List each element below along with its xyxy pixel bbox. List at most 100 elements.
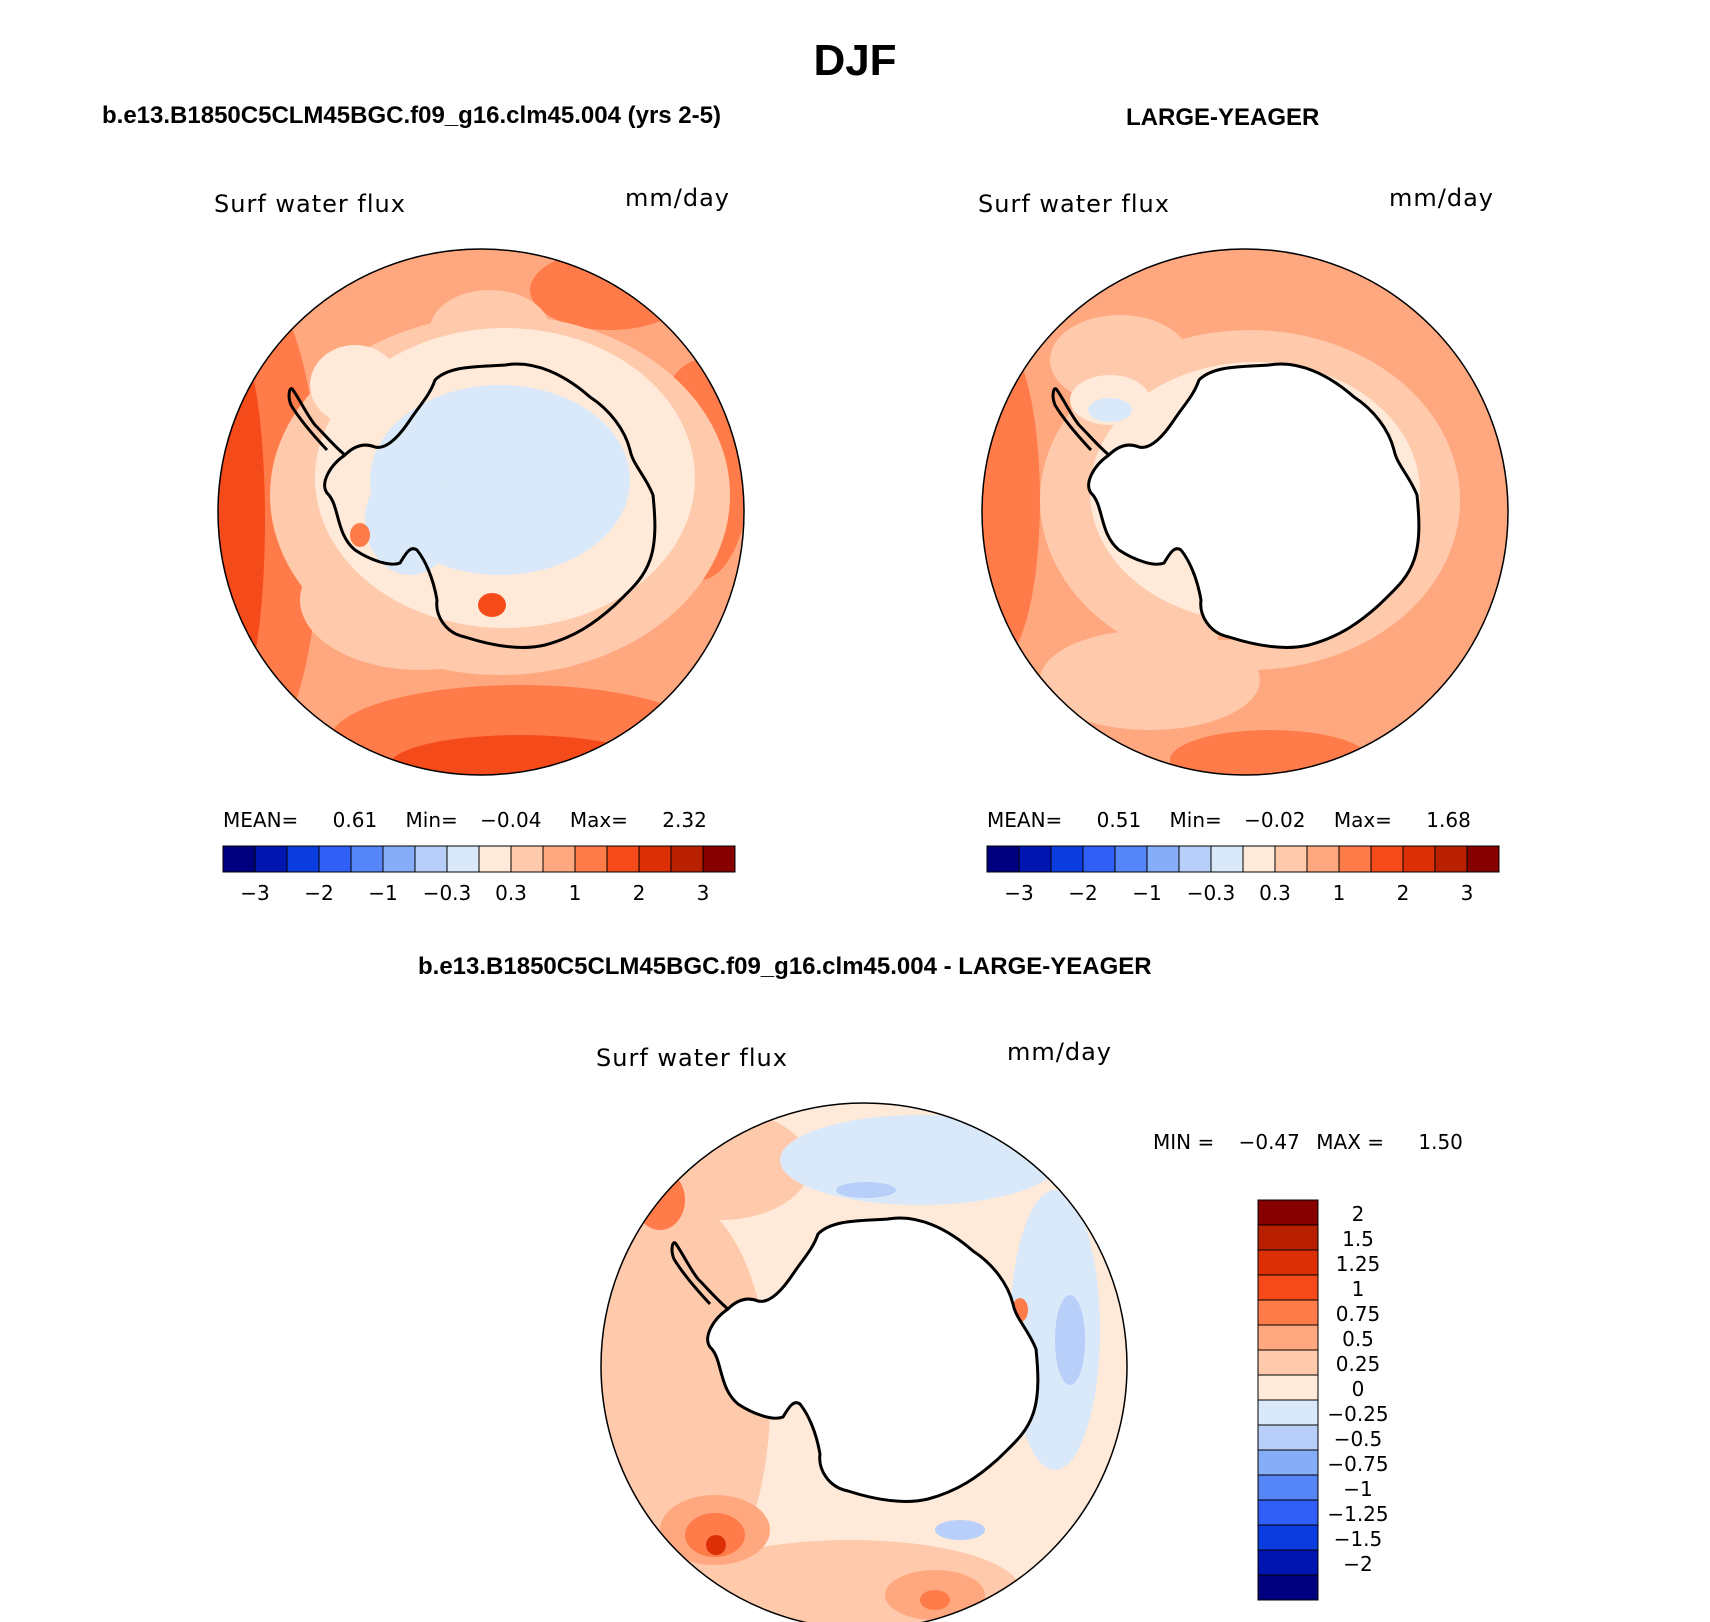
stats-diff: MIN = −0.47 MAX = 1.50 <box>1153 1130 1463 1154</box>
colorbar-tick-label: −0.5 <box>1334 1427 1383 1451</box>
variable-label-diff: Surf water flux <box>596 1044 788 1072</box>
min-value: −0.47 <box>1238 1130 1300 1154</box>
colorbar-swatch <box>478 845 512 873</box>
colorbar-tick-label: −2 <box>1068 881 1097 905</box>
colorbar-swatch <box>1257 1249 1319 1276</box>
colorbar-tick-label: 0.25 <box>1336 1352 1381 1376</box>
colorbar-swatch <box>1242 845 1276 873</box>
colorbar-swatch <box>1146 845 1180 873</box>
colorbar-swatch <box>1402 845 1436 873</box>
colorbar-tick-label: 2 <box>1397 881 1410 905</box>
variable-label-model: Surf water flux <box>214 190 406 218</box>
colorbar-swatch <box>1338 845 1372 873</box>
mean-value: 0.61 <box>332 808 378 832</box>
colorbar-swatch <box>670 845 704 873</box>
colorbar-swatch <box>1082 845 1116 873</box>
colorbar-tick-label: −3 <box>240 881 269 905</box>
colorbar-swatch <box>638 845 672 873</box>
colorbar-swatch <box>1257 1199 1319 1226</box>
colorbar-swatch <box>1257 1374 1319 1401</box>
min-label: Min= <box>1169 808 1222 832</box>
colorbar-swatch <box>1178 845 1212 873</box>
colorbar-tick-label: −2 <box>1343 1552 1372 1576</box>
colorbar-swatch <box>702 845 736 873</box>
colorbar-swatch <box>542 845 576 873</box>
units-label-diff: mm/day <box>1007 1038 1112 1066</box>
colorbar-tick-label: 0.3 <box>1259 881 1291 905</box>
colorbar-tick-label: −1 <box>1343 1477 1372 1501</box>
stats-obs: MEAN= 0.51 Min= −0.02 Max= 1.68 <box>987 808 1471 832</box>
mean-label: MEAN= <box>223 808 299 832</box>
max-label: MAX = <box>1316 1130 1385 1154</box>
units-label-obs: mm/day <box>1389 184 1494 212</box>
colorbar-swatch <box>1257 1574 1319 1601</box>
colorbar-swatch <box>318 845 352 873</box>
colorbar-obs: −3 −2 −1 −0.3 0.3 1 2 3 <box>986 845 1500 905</box>
colorbar-swatch <box>1257 1399 1319 1426</box>
colorbar-swatch <box>510 845 544 873</box>
colorbar-tick-label: 0.3 <box>495 881 527 905</box>
max-label: Max= <box>1333 808 1392 832</box>
colorbar-swatch <box>574 845 608 873</box>
colorbar-tick-label: 2 <box>1352 1202 1365 1226</box>
colorbar-swatch <box>1257 1349 1319 1376</box>
colorbar-swatch <box>1257 1274 1319 1301</box>
colorbar-swatch <box>1257 1549 1319 1576</box>
colorbar-tick-label: −1.5 <box>1334 1527 1383 1551</box>
colorbar-swatch <box>1274 845 1308 873</box>
panel-heading-obs: LARGE-YEAGER <box>1126 104 1320 131</box>
colorbar-model: −3 −2 −1 −0.3 0.3 1 2 3 <box>222 845 736 905</box>
colorbar-swatch <box>1018 845 1052 873</box>
max-value: 1.50 <box>1418 1130 1463 1154</box>
figure-title: DJF <box>813 36 897 85</box>
map-model <box>217 248 745 776</box>
colorbar-tick-label: −0.25 <box>1327 1402 1388 1426</box>
colorbar-tick-label: 0.75 <box>1336 1302 1381 1326</box>
stats-model: MEAN= 0.61 Min= −0.04 Max= 2.32 <box>223 808 707 832</box>
colorbar-swatch <box>222 845 256 873</box>
mean-value: 0.51 <box>1096 808 1142 832</box>
map-obs <box>981 248 1509 776</box>
colorbar-swatch <box>1257 1499 1319 1526</box>
max-value: 2.32 <box>662 808 707 832</box>
max-value: 1.68 <box>1426 808 1471 832</box>
colorbar-tick-label: 1 <box>1352 1277 1365 1301</box>
colorbar-swatch <box>1466 845 1500 873</box>
units-label-model: mm/day <box>625 184 730 212</box>
min-label: MIN = <box>1153 1130 1215 1154</box>
panel-heading-model: b.e13.B1850C5CLM45BGC.f09_g16.clm45.004 … <box>102 102 721 129</box>
colorbar-tick-label: −1.25 <box>1327 1502 1388 1526</box>
colorbar-swatch <box>446 845 480 873</box>
colorbar-tick-label: 0 <box>1352 1377 1365 1401</box>
colorbar-tick-label: −1 <box>1132 881 1161 905</box>
max-label: Max= <box>569 808 628 832</box>
colorbar-swatch <box>1050 845 1084 873</box>
panel-heading-diff: b.e13.B1850C5CLM45BGC.f09_g16.clm45.004 … <box>418 953 1152 980</box>
colorbar-tick-label: −1 <box>368 881 397 905</box>
variable-label-obs: Surf water flux <box>978 190 1170 218</box>
colorbar-swatch <box>1257 1424 1319 1451</box>
map-diff <box>600 1102 1128 1622</box>
colorbar-swatch <box>286 845 320 873</box>
colorbar-tick-label: 1.25 <box>1336 1252 1381 1276</box>
colorbar-swatch <box>1257 1449 1319 1476</box>
colorbar-swatch <box>986 845 1020 873</box>
colorbar-swatch <box>1257 1474 1319 1501</box>
colorbar-tick-label: 1.5 <box>1342 1227 1374 1251</box>
colorbar-swatch <box>350 845 384 873</box>
colorbar-tick-label: −2 <box>304 881 333 905</box>
colorbar-swatch <box>1210 845 1244 873</box>
colorbar-tick-label: 0.5 <box>1342 1327 1374 1351</box>
colorbar-swatch <box>1257 1324 1319 1351</box>
min-value: −0.02 <box>1244 808 1306 832</box>
colorbar-swatch <box>1306 845 1340 873</box>
min-label: Min= <box>405 808 458 832</box>
min-value: −0.04 <box>480 808 542 832</box>
colorbar-tick-label: 3 <box>697 881 710 905</box>
colorbar-swatch <box>382 845 416 873</box>
colorbar-swatch <box>1257 1224 1319 1251</box>
colorbar-tick-label: 2 <box>633 881 646 905</box>
colorbar-swatch <box>1114 845 1148 873</box>
colorbar-tick-label: −0.3 <box>1187 881 1236 905</box>
